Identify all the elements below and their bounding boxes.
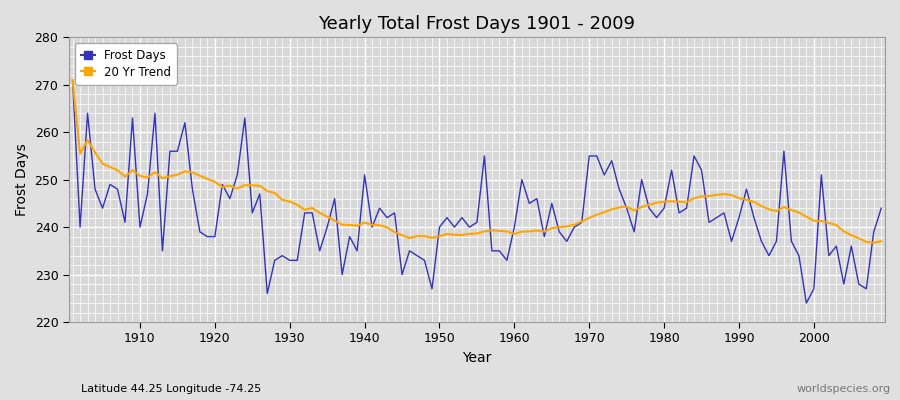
X-axis label: Year: Year <box>463 351 491 365</box>
Legend: Frost Days, 20 Yr Trend: Frost Days, 20 Yr Trend <box>75 43 177 84</box>
Title: Yearly Total Frost Days 1901 - 2009: Yearly Total Frost Days 1901 - 2009 <box>319 15 635 33</box>
Text: worldspecies.org: worldspecies.org <box>796 384 891 394</box>
Text: Latitude 44.25 Longitude -74.25: Latitude 44.25 Longitude -74.25 <box>81 384 261 394</box>
Y-axis label: Frost Days: Frost Days <box>15 143 29 216</box>
